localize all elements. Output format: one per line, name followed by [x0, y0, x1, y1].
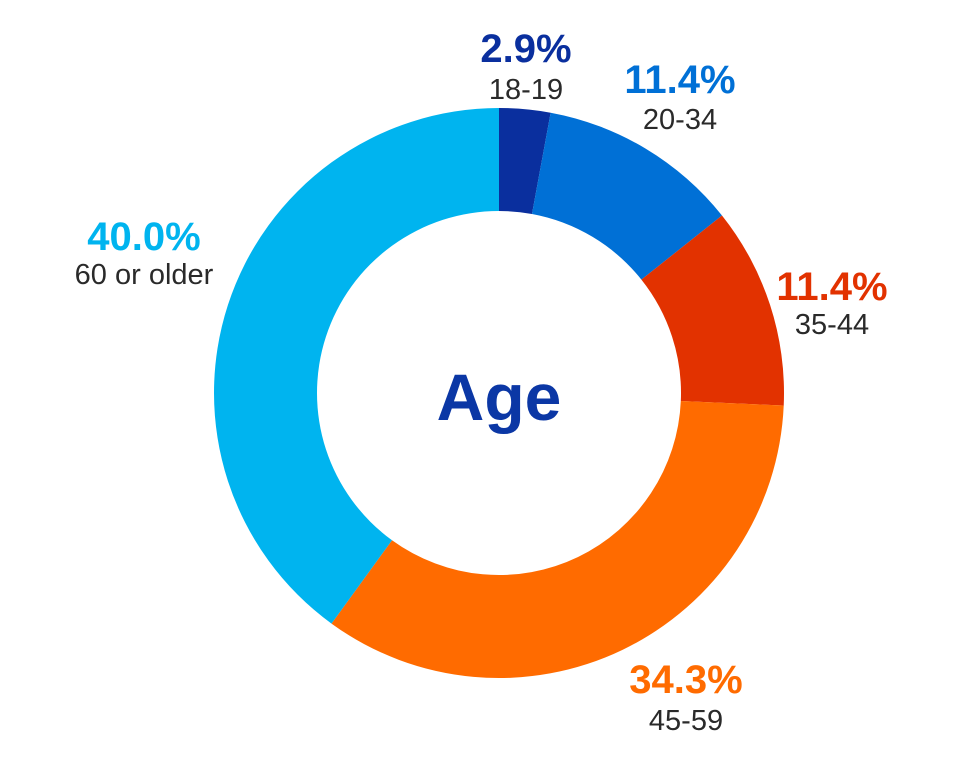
chart-title: Age	[437, 360, 562, 434]
value-label: 34.3%	[629, 658, 742, 702]
slice-45-59	[331, 401, 784, 678]
category-label: 45-59	[649, 705, 723, 737]
slice-35-44	[641, 215, 784, 406]
category-label: 60 or older	[75, 259, 214, 291]
slice-60-or-older	[214, 108, 499, 624]
value-label: 2.9%	[480, 27, 571, 71]
category-label: 20-34	[643, 104, 717, 136]
slice-labels: 2.9%18-19 11.4%20-3411.4%35-4434.3%45-594…	[75, 27, 888, 737]
slice-20-34	[531, 112, 722, 280]
value-label: 40.0%	[87, 215, 200, 259]
donut-slices	[214, 108, 784, 678]
category-label: 18-19	[489, 74, 563, 106]
slice-18-19	[499, 108, 551, 215]
category-label: 35-44	[795, 309, 869, 341]
value-label: 11.4%	[776, 265, 887, 309]
value-label: 11.4%	[624, 58, 735, 102]
